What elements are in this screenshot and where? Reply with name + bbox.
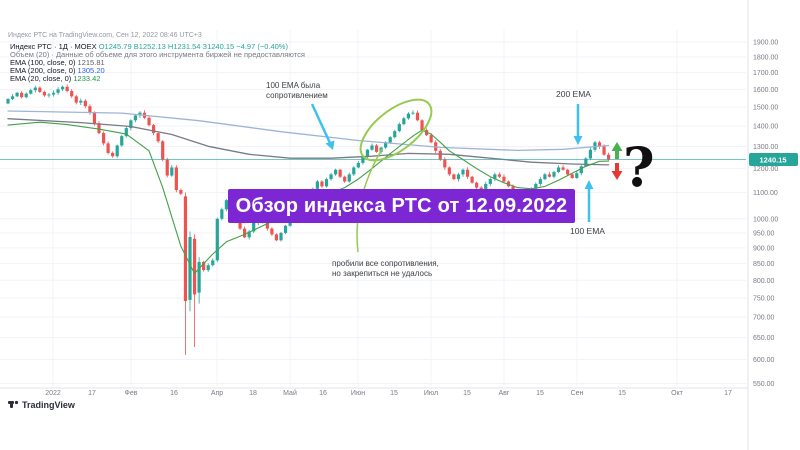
svg-text:16: 16 (319, 390, 327, 397)
svg-text:950.00: 950.00 (753, 230, 775, 237)
svg-text:1100.00: 1100.00 (753, 190, 778, 197)
note-ema100-resistance: 100 EMA была сопротивлением (266, 81, 328, 100)
svg-text:Апр: Апр (211, 390, 223, 397)
ma-line-ema-200 (7, 110, 610, 152)
svg-text:Май: Май (283, 389, 297, 397)
svg-text:Июн: Июн (351, 390, 365, 397)
svg-text:Окт: Окт (671, 390, 684, 397)
ohlc-values: О1245.79 В1252.13 Н1231.54 З1240.15 −4.9… (98, 42, 288, 51)
svg-text:750.00: 750.00 (753, 296, 775, 303)
note-ema100: 100 EMA (570, 226, 605, 236)
ema100-legend-row[interactable]: EMA (100, close, 0) 1215.81 (10, 59, 305, 67)
svg-text:Июл: Июл (424, 390, 438, 397)
svg-text:15: 15 (618, 390, 626, 397)
svg-text:700.00: 700.00 (753, 315, 775, 322)
svg-text:15: 15 (463, 390, 471, 397)
price-axis[interactable]: 1900.00 1800.00 1700.00 1600.00 1500.00 1400.… (753, 40, 778, 388)
ema100-value: 1215.81 (77, 58, 105, 67)
svg-text:16: 16 (170, 390, 178, 397)
last-price-label: 1240.15 (749, 153, 798, 167)
svg-text:17: 17 (88, 390, 96, 397)
svg-text:600.00: 600.00 (753, 357, 775, 364)
volume-note-row[interactable]: Объем (20) · Данные об объеме для этого … (10, 50, 305, 59)
ema200-legend-row[interactable]: EMA (200, close, 0) 1305.20 (10, 67, 305, 75)
ema20-legend-row[interactable]: EMA (20, close, 0) 1233.42 (10, 75, 305, 83)
svg-text:900.00: 900.00 (753, 245, 775, 252)
note-ema200: 200 EMA (556, 89, 591, 99)
review-banner-text: Обзор индекса РТС от 12.09.2022 (235, 194, 568, 217)
svg-text:Авг: Авг (499, 390, 510, 397)
review-banner: Обзор индекса РТС от 12.09.2022 (228, 189, 575, 223)
svg-text:2022: 2022 (45, 390, 61, 397)
tradingview-logo[interactable]: TradingView (8, 399, 75, 410)
ema200-value: 1305.20 (77, 66, 105, 75)
svg-text:1000.00: 1000.00 (753, 216, 778, 223)
tradingview-logo-text: TradingView (22, 399, 75, 410)
svg-text:1900.00: 1900.00 (753, 40, 778, 47)
svg-text:1240.15: 1240.15 (759, 155, 786, 164)
svg-text:15: 15 (536, 390, 544, 397)
ema100-label: EMA (100, close, 0) (10, 58, 76, 67)
svg-text:1500.00: 1500.00 (753, 105, 778, 112)
svg-text:Сен: Сен (571, 390, 584, 397)
chart-legend: Индекс РТС · 1Д · MOEX О1245.79 В1252.13… (10, 43, 305, 83)
svg-text:17: 17 (724, 390, 732, 397)
svg-text:15: 15 (390, 390, 398, 397)
ema20-label: EMA (20, close, 0) (10, 74, 72, 83)
note-breakout-failed: пробили все сопротивления, но закрепитьс… (332, 259, 439, 278)
time-axis[interactable]: 2022 17 Фев 16 Апр 18 Май 16 Июн 15 Июл 15 Авг 15 Сен 1… (45, 389, 732, 397)
svg-text:1600.00: 1600.00 (753, 87, 778, 94)
svg-text:1400.00: 1400.00 (753, 124, 778, 131)
ma-line-ema-100 (7, 118, 610, 166)
tradingview-logo-icon (8, 400, 19, 408)
svg-text:1300.00: 1300.00 (753, 144, 778, 151)
svg-text:18: 18 (249, 390, 257, 397)
svg-text:Фев: Фев (125, 390, 138, 397)
symbol-legend-row[interactable]: Индекс РТС · 1Д · MOEX О1245.79 В1252.13… (10, 43, 305, 51)
ema200-label: EMA (200, close, 0) (10, 66, 76, 75)
symbol-title: Индекс РТС · 1Д · MOEX (10, 42, 97, 51)
svg-text:550.00: 550.00 (753, 381, 775, 388)
svg-text:650.00: 650.00 (753, 335, 775, 342)
svg-text:850.00: 850.00 (753, 261, 775, 268)
svg-text:1200.00: 1200.00 (753, 166, 778, 173)
ema20-value: 1233.42 (73, 74, 101, 83)
publish-watermark: Индекс РТС на TradingView.com, Сен 12, 2… (8, 32, 202, 39)
svg-text:800.00: 800.00 (753, 278, 775, 285)
svg-text:1800.00: 1800.00 (753, 54, 778, 61)
svg-text:1700.00: 1700.00 (753, 70, 778, 77)
